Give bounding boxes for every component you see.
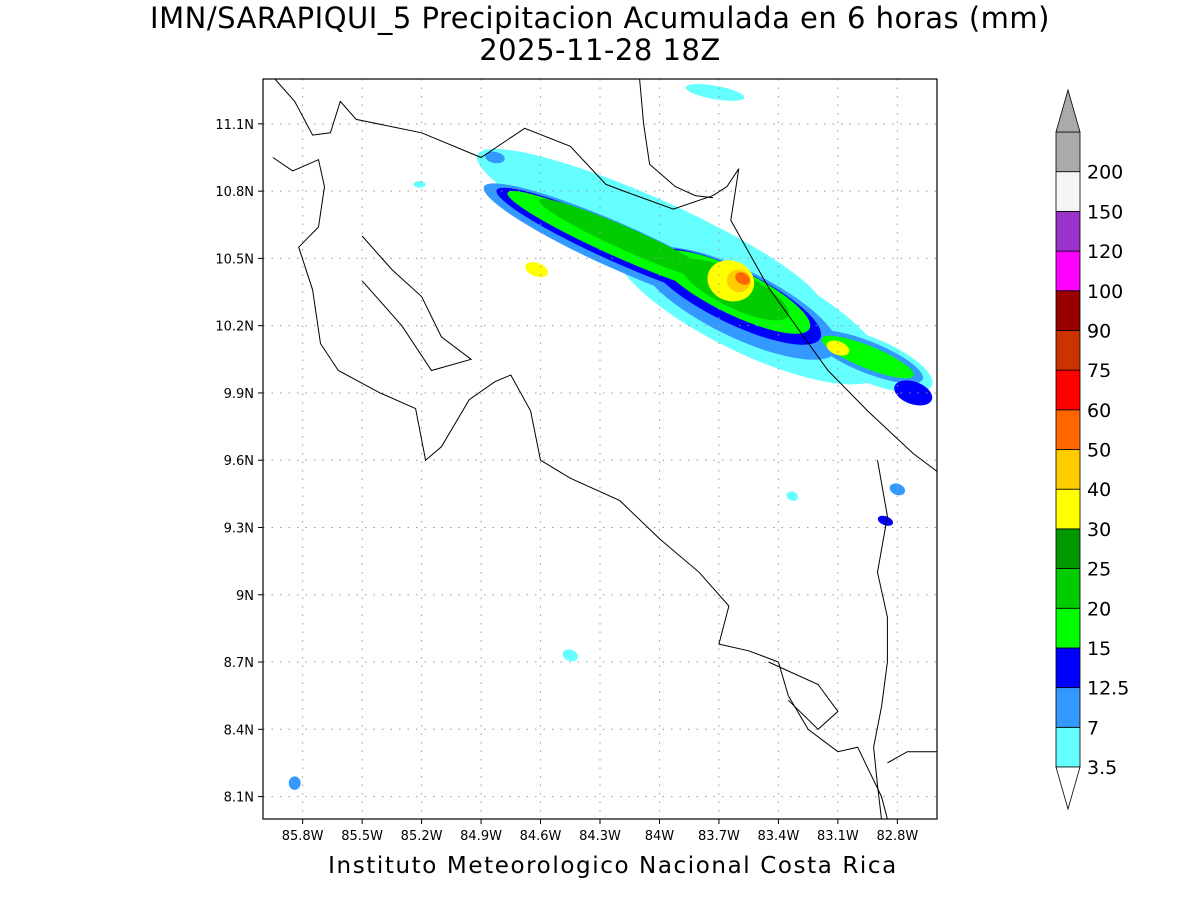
x-tick-label: 84W [645, 829, 675, 844]
legend-label-150: 150 [1087, 201, 1123, 223]
legend-swatch-20 [1055, 568, 1081, 609]
legend-label-7: 7 [1087, 717, 1099, 739]
legend-swatch-15 [1055, 607, 1081, 649]
legend-label-90: 90 [1087, 320, 1111, 342]
legend-label-25: 25 [1087, 559, 1111, 581]
border-line-0 [274, 79, 937, 472]
legend-arrow-down [1055, 766, 1081, 811]
precip-cell-24 [826, 340, 850, 356]
precip-cell-20 [539, 198, 721, 283]
precip-cell-11 [889, 483, 906, 496]
legend-swatch-50 [1055, 409, 1081, 450]
y-tick-label: 10.5N [215, 252, 254, 267]
legend-label-15: 15 [1087, 638, 1111, 660]
legend-label-60: 60 [1087, 400, 1111, 422]
legend-swatch-60 [1055, 369, 1081, 411]
title-line-1: IMN/SARAPIQUI_5 Precipitacion Acumulada … [150, 1, 1050, 35]
border-line-5 [873, 460, 888, 819]
precip-cell-12 [485, 151, 505, 164]
axis-ticks: 85.8W 85.5W 85.2W 84.9W 84.6W 84.3W 84W 83.7W 83… [215, 118, 918, 844]
legend-label-40: 40 [1087, 479, 1111, 501]
border-line-6 [887, 751, 937, 764]
x-tick-label: 84.6W [520, 829, 562, 844]
y-tick-label: 8.1N [224, 791, 254, 806]
legend-swatch-30 [1055, 488, 1081, 530]
precipitation-layer [288, 84, 933, 790]
y-tick-label: 9N [236, 589, 254, 604]
border-line-4 [768, 661, 839, 730]
legend-label-20: 20 [1087, 598, 1111, 620]
legend-swatch-7 [1055, 687, 1081, 728]
x-tick-label: 84.3W [579, 829, 621, 844]
y-tick-label: 8.4N [224, 723, 254, 738]
x-tick-label: 85.2W [401, 829, 443, 844]
legend-label-30: 30 [1087, 519, 1111, 541]
precip-cell-4 [786, 491, 799, 501]
legend-label-3.5: 3.5 [1087, 757, 1117, 779]
legend-label-100: 100 [1087, 281, 1123, 303]
title-line-2: 2025-11-28 18Z [479, 33, 721, 67]
legend-swatch-75 [1055, 330, 1081, 371]
border-line-2 [272, 157, 888, 819]
color-legend: 3.5 7 12.5 15 20 25 30 40 50 60 75 90 100 120 150 200 [1055, 88, 1129, 811]
precip-cell-6 [685, 84, 745, 101]
legend-label-200: 200 [1087, 162, 1123, 184]
precip-cell-5 [413, 181, 426, 188]
y-tick-label: 9.6N [224, 454, 254, 469]
legend-label-12.5: 12.5 [1087, 678, 1129, 700]
coastline-borders [272, 79, 937, 819]
legend-swatch-120 [1055, 210, 1081, 252]
y-tick-label: 8.7N [224, 656, 254, 671]
y-tick-label: 9.9N [224, 387, 254, 402]
x-tick-label: 85.5W [341, 829, 383, 844]
precip-cell-16 [894, 380, 933, 406]
legend-swatch-90 [1055, 290, 1081, 331]
border-line-1 [639, 79, 714, 199]
legend-swatch-100 [1055, 250, 1081, 292]
legend-swatch-3.5 [1055, 726, 1081, 768]
y-tick-label: 11.1N [215, 118, 254, 133]
legend-swatch-150 [1055, 171, 1081, 212]
legend-swatch-200 [1055, 131, 1081, 173]
precip-cell-15 [877, 515, 894, 526]
legend-label-120: 120 [1087, 241, 1123, 263]
x-tick-label: 83.1W [817, 829, 859, 844]
x-tick-label: 83.7W [698, 829, 740, 844]
map-title: IMN/SARAPIQUI_5 Precipitacion Acumulada … [0, 2, 1200, 66]
x-tick-label: 83.4W [758, 829, 800, 844]
legend-label-50: 50 [1087, 440, 1111, 462]
y-tick-label: 9.3N [224, 521, 254, 536]
footer-credit: Instituto Meteorologico Nacional Costa R… [328, 853, 898, 879]
x-tick-label: 85.8W [282, 829, 324, 844]
legend-arrow-up [1055, 88, 1081, 133]
x-tick-label: 84.9W [460, 829, 502, 844]
legend-swatch-25 [1055, 528, 1081, 569]
legend-swatch-12.5 [1055, 647, 1081, 689]
legend-label-75: 75 [1087, 360, 1111, 382]
border-line-3 [361, 235, 473, 372]
y-tick-label: 10.2N [215, 320, 254, 335]
precip-cell-23 [525, 262, 548, 278]
grid-lines [263, 79, 937, 819]
legend-swatch-40 [1055, 449, 1081, 490]
precip-cell-3 [562, 649, 578, 662]
precip-cell-26 [735, 272, 751, 285]
x-tick-label: 82.8W [876, 829, 918, 844]
precip-cell-10 [288, 776, 301, 790]
y-tick-label: 10.8N [215, 185, 254, 200]
